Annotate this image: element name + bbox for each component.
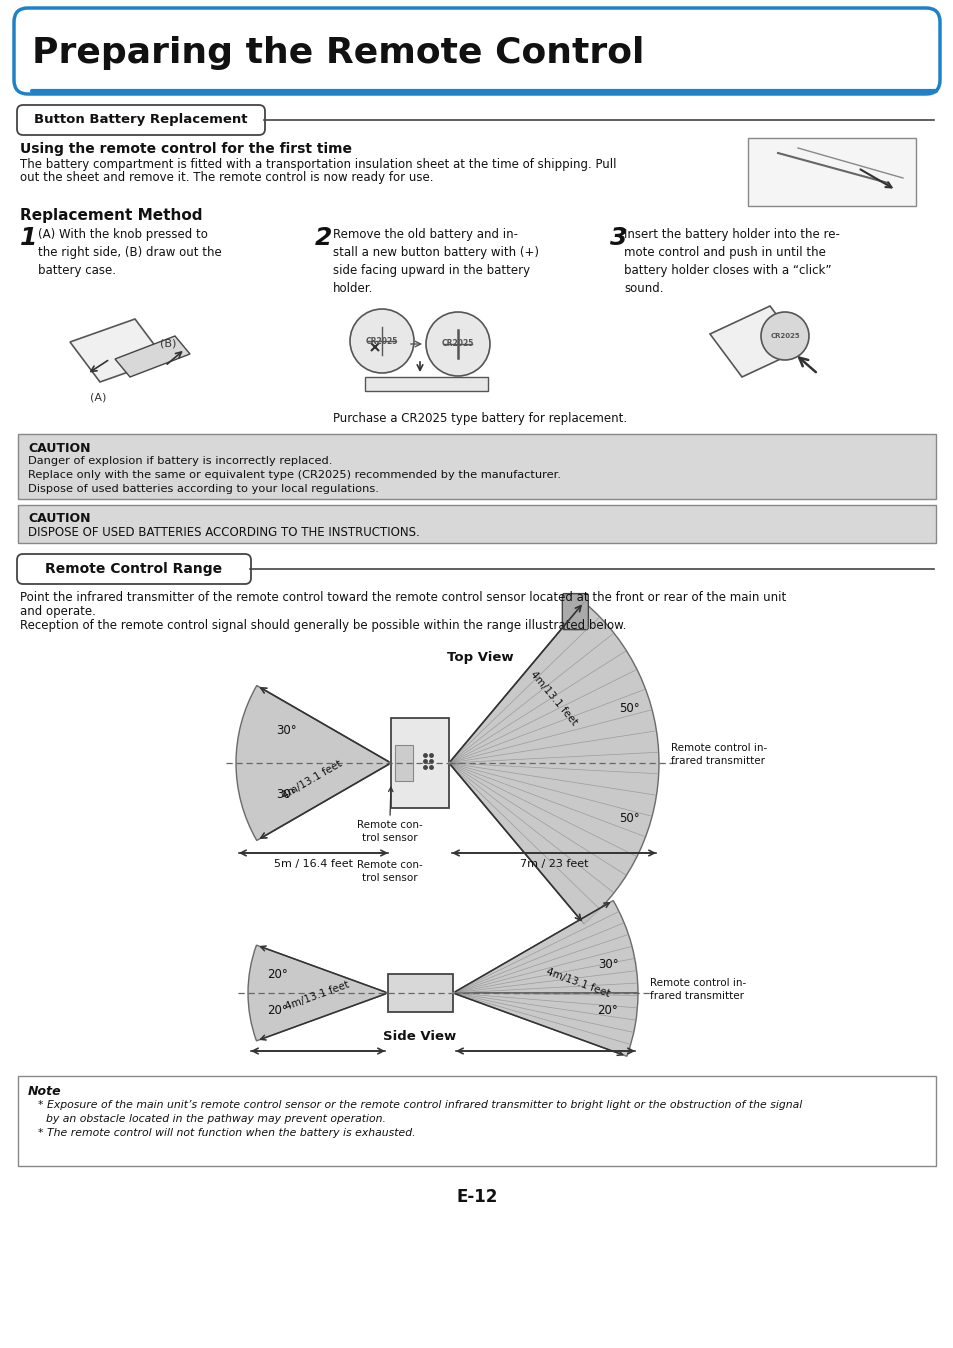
Text: Point the infrared transmitter of the remote control toward the remote control s: Point the infrared transmitter of the re… — [20, 590, 785, 604]
Text: Purchase a CR2025 type battery for replacement.: Purchase a CR2025 type battery for repla… — [333, 412, 626, 425]
Text: (A): (A) — [90, 392, 107, 402]
Text: Preparing the Remote Control: Preparing the Remote Control — [32, 36, 643, 70]
Circle shape — [760, 311, 808, 360]
Polygon shape — [365, 377, 488, 391]
FancyBboxPatch shape — [14, 8, 939, 94]
Text: CAUTION: CAUTION — [28, 442, 91, 456]
Polygon shape — [709, 306, 801, 377]
FancyBboxPatch shape — [395, 745, 413, 780]
Text: CR2025: CR2025 — [441, 340, 474, 349]
Text: Remote con-
trol sensor: Remote con- trol sensor — [356, 820, 422, 844]
Text: * Exposure of the main unit’s remote control sensor or the remote control infrar: * Exposure of the main unit’s remote con… — [38, 1100, 801, 1109]
Wedge shape — [453, 993, 638, 1057]
Text: 4m/13.1 feet: 4m/13.1 feet — [284, 980, 350, 1012]
FancyBboxPatch shape — [388, 975, 453, 1012]
FancyBboxPatch shape — [18, 434, 935, 499]
Text: 4m/13.1 feet: 4m/13.1 feet — [280, 759, 343, 801]
FancyBboxPatch shape — [747, 137, 915, 206]
Text: 2: 2 — [314, 226, 332, 249]
Text: Insert the battery holder into the re-
mote control and push in until the
batter: Insert the battery holder into the re- m… — [623, 228, 839, 295]
Text: 20°: 20° — [597, 1004, 618, 1018]
Text: The battery compartment is fitted with a transportation insulation sheet at the : The battery compartment is fitted with a… — [20, 158, 616, 171]
Wedge shape — [449, 603, 659, 923]
Text: out the sheet and remove it. The remote control is now ready for use.: out the sheet and remove it. The remote … — [20, 171, 433, 183]
FancyBboxPatch shape — [391, 718, 449, 807]
Text: Remote con-
trol sensor: Remote con- trol sensor — [356, 860, 422, 883]
Text: 50°: 50° — [618, 811, 639, 825]
Text: 7m / 23 feet: 7m / 23 feet — [519, 859, 588, 869]
Text: Replacement Method: Replacement Method — [20, 208, 202, 222]
Text: CR2025: CR2025 — [769, 333, 799, 338]
FancyBboxPatch shape — [561, 593, 588, 630]
Text: by an obstacle located in the pathway may prevent operation.: by an obstacle located in the pathway ma… — [46, 1113, 386, 1124]
Polygon shape — [70, 319, 165, 381]
Circle shape — [426, 311, 490, 376]
FancyBboxPatch shape — [17, 554, 251, 584]
Text: Remote control in-
frared transmitter: Remote control in- frared transmitter — [649, 979, 745, 1002]
Text: * The remote control will not function when the battery is exhausted.: * The remote control will not function w… — [38, 1128, 416, 1138]
Circle shape — [350, 309, 414, 373]
Text: 3: 3 — [609, 226, 627, 249]
Text: Using the remote control for the first time: Using the remote control for the first t… — [20, 142, 352, 156]
Text: and operate.: and operate. — [20, 605, 95, 617]
Text: CAUTION: CAUTION — [28, 512, 91, 524]
Text: Remote control in-
frared transmitter: Remote control in- frared transmitter — [670, 743, 766, 766]
Text: 30°: 30° — [275, 789, 296, 802]
Text: 20°: 20° — [268, 1004, 288, 1018]
Text: Dispose of used batteries according to your local regulations.: Dispose of used batteries according to y… — [28, 484, 378, 493]
Text: 50°: 50° — [618, 701, 639, 714]
Text: E-12: E-12 — [456, 1188, 497, 1206]
Text: Replace only with the same or equivalent type (CR2025) recommended by the manufa: Replace only with the same or equivalent… — [28, 470, 560, 480]
Text: Danger of explosion if battery is incorrectly replaced.: Danger of explosion if battery is incorr… — [28, 456, 332, 466]
FancyBboxPatch shape — [18, 1076, 935, 1166]
Text: 30°: 30° — [598, 958, 618, 972]
Text: 4m/13.1 feet: 4m/13.1 feet — [528, 670, 578, 728]
Text: 4m/13.1 feet: 4m/13.1 feet — [544, 967, 611, 999]
Wedge shape — [248, 945, 388, 1041]
Text: (B): (B) — [160, 338, 176, 349]
Text: (A) With the knob pressed to
the right side, (B) draw out the
battery case.: (A) With the knob pressed to the right s… — [38, 228, 221, 276]
Text: 5m / 16.4 feet: 5m / 16.4 feet — [274, 859, 353, 869]
Text: Top View: Top View — [446, 651, 513, 665]
FancyBboxPatch shape — [18, 506, 935, 543]
Text: CR2025: CR2025 — [365, 337, 397, 345]
Wedge shape — [453, 900, 638, 993]
Text: 1: 1 — [20, 226, 37, 249]
Text: Remote Control Range: Remote Control Range — [46, 562, 222, 576]
Wedge shape — [235, 686, 391, 841]
Text: Remove the old battery and in-
stall a new button battery with (+)
side facing u: Remove the old battery and in- stall a n… — [333, 228, 538, 295]
Text: Reception of the remote control signal should generally be possible within the r: Reception of the remote control signal s… — [20, 619, 626, 632]
FancyBboxPatch shape — [17, 105, 265, 135]
Polygon shape — [115, 336, 190, 377]
Text: 20°: 20° — [268, 968, 288, 981]
Text: Note: Note — [28, 1085, 62, 1099]
Text: 30°: 30° — [275, 724, 296, 737]
Text: DISPOSE OF USED BATTERIES ACCORDING TO THE INSTRUCTIONS.: DISPOSE OF USED BATTERIES ACCORDING TO T… — [28, 526, 419, 539]
Text: Button Battery Replacement: Button Battery Replacement — [34, 113, 248, 127]
Text: Side View: Side View — [383, 1030, 456, 1043]
